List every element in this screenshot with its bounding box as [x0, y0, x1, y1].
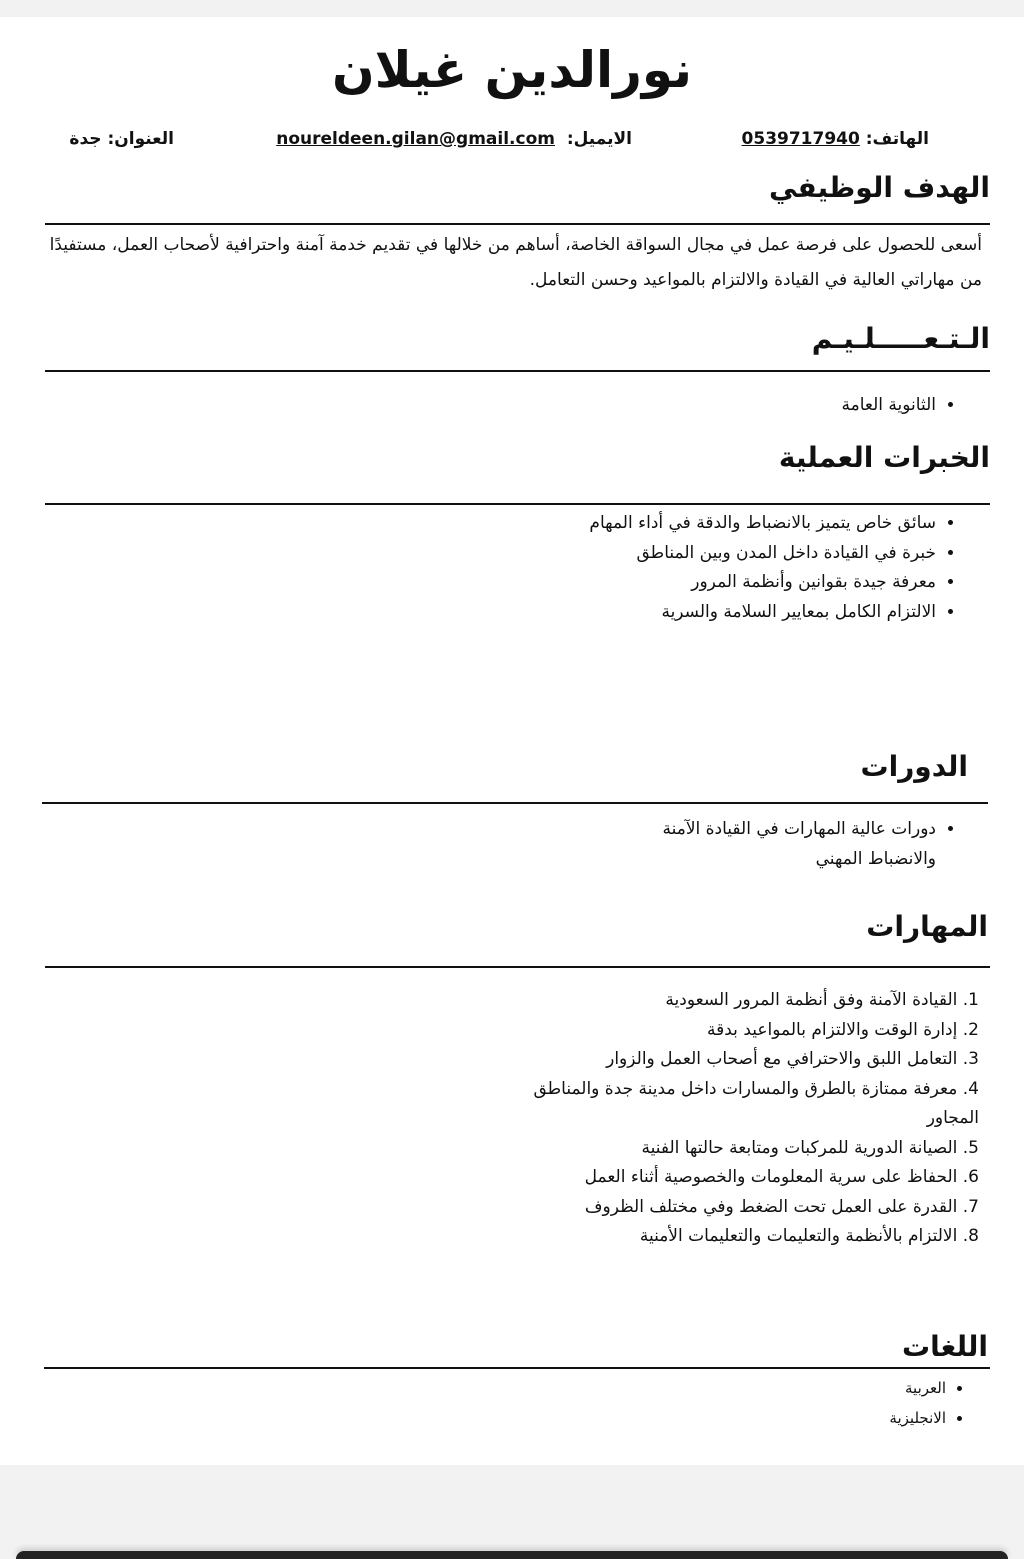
skills-heading: المهارات: [866, 910, 988, 943]
list-item: الالتزام الكامل بمعايير السلامة والسرية: [589, 598, 936, 628]
list-item: الانجليزية: [889, 1403, 946, 1433]
divider: [44, 1367, 990, 1369]
bottom-bar: [16, 1551, 1008, 1559]
divider: [45, 223, 990, 225]
email-link[interactable]: noureldeen.gilan@gmail.com: [276, 129, 555, 149]
list-item: 1. القيادة الآمنة وفق أنظمة المرور السعو…: [665, 990, 979, 1010]
email-field: الايميل: noureldeen.gilan@gmail.com: [276, 129, 632, 149]
email-label: الايميل:: [566, 129, 632, 149]
education-heading: الـتـعـــــلـيـم: [811, 322, 990, 355]
list-item: سائق خاص يتميز بالانضباط والدقة في أداء …: [589, 509, 936, 539]
skills-list: 1. القيادة الآمنة وفق أنظمة المرور السعو…: [499, 986, 979, 1252]
list-item: خبرة في القيادة داخل المدن وبين المناطق: [589, 539, 936, 569]
phone-label: الهاتف:: [865, 129, 929, 149]
languages-heading: اللغات: [902, 1330, 988, 1363]
full-name: نورالدين غيلان: [331, 41, 693, 99]
divider: [45, 503, 990, 505]
list-item: 8. الالتزام بالأنظمة والتعليمات والتعليم…: [639, 1226, 979, 1246]
list-item: 5. الصيانة الدورية للمركبات ومتابعة حالت…: [641, 1137, 979, 1158]
divider: [42, 802, 988, 804]
list-item: معرفة جيدة بقوانين وأنظمة المرور: [589, 568, 936, 598]
address: العنوان: جدة: [69, 129, 174, 149]
list-item: دورات عالية المهارات في القيادة الآمنة و…: [646, 815, 936, 874]
courses-heading: الدورات: [860, 750, 968, 783]
divider: [45, 966, 990, 968]
list-item: 4. معرفة ممتازة بالطرق والمسارات داخل مد…: [533, 1078, 979, 1129]
list-item: 3. التعامل اللبق والاحترافي مع أصحاب الع…: [606, 1049, 979, 1069]
resume-page: نورالدين غيلان الهاتف: 0539717940 الايمي…: [0, 17, 1024, 1465]
education-list: الثانوية العامة: [842, 391, 958, 421]
languages-list: العربية الانجليزية: [889, 1373, 968, 1433]
list-item: الثانوية العامة: [842, 391, 936, 421]
courses-list: دورات عالية المهارات في القيادة الآمنة و…: [646, 815, 958, 874]
objective-text: أسعى للحصول على فرصة عمل في مجال السواقة…: [49, 235, 982, 290]
experience-heading: الخبرات العملية: [778, 441, 990, 474]
phone-field: الهاتف: 0539717940: [742, 129, 929, 149]
list-item: العربية: [889, 1373, 946, 1403]
list-item: 7. القدرة على العمل تحت الضغط وفي مختلف …: [584, 1196, 979, 1217]
list-item: 6. الحفاظ على سرية المعلومات والخصوصية أ…: [584, 1167, 979, 1187]
objective-heading: الهدف الوظيفي: [769, 171, 990, 204]
phone-link[interactable]: 0539717940: [741, 129, 860, 149]
experience-list: سائق خاص يتميز بالانضباط والدقة في أداء …: [589, 509, 958, 627]
divider: [45, 370, 990, 372]
list-item: 2. إدارة الوقت والالتزام بالمواعيد بدقة: [707, 1019, 979, 1040]
